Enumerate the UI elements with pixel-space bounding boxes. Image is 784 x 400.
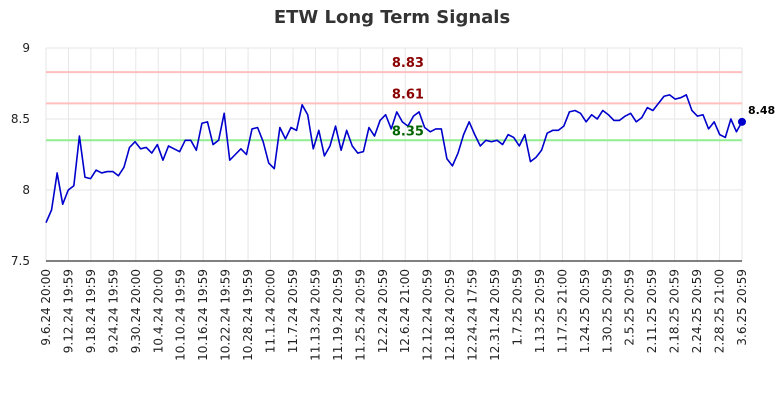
x-tick-label: 1.7.25 20:59 [510, 269, 524, 346]
price-series-line [45, 94, 743, 223]
x-tick-label: 12.2.24 20:59 [376, 269, 390, 353]
x-tick-label: 9.12.24 19:59 [61, 269, 75, 353]
x-tick-label: 10.10.24 19:59 [174, 269, 188, 361]
x-tick-label: 10.28.24 19:59 [241, 269, 255, 361]
x-tick-label: 3.6.25 20:59 [735, 269, 749, 346]
x-tick-label: 11.19.24 20:59 [331, 269, 345, 361]
x-tick-label: 9.24.24 19:59 [106, 269, 120, 353]
x-tick-label: 12.18.24 20:59 [443, 269, 457, 361]
x-tick-label: 2.11.25 20:59 [645, 269, 659, 353]
x-tick-label: 12.12.24 20:59 [421, 269, 435, 361]
last-point-marker [738, 117, 746, 126]
y-tick-label: 8.5 [11, 112, 30, 126]
x-tick-label: 10.22.24 19:59 [219, 269, 233, 361]
x-tick-label: 11.13.24 20:59 [308, 269, 322, 361]
reference-label: 8.83 [392, 56, 424, 71]
x-tick-label: 1.13.25 20:59 [533, 269, 547, 353]
reference-label: 8.61 [392, 87, 424, 102]
chart-title: ETW Long Term Signals [273, 7, 511, 28]
last-value-label: 8.48 [748, 104, 775, 117]
x-tick-label: 1.30.25 20:59 [600, 269, 614, 353]
x-tick-label: 12.31.24 20:59 [488, 269, 502, 361]
x-tick-label: 11.1.24 20:00 [264, 269, 278, 353]
x-tick-label: 9.18.24 19:59 [84, 269, 98, 353]
x-tick-label: 10.16.24 19:59 [196, 269, 210, 361]
x-tick-label: 12.6.24 21:00 [398, 269, 412, 353]
x-tick-label: 2.18.25 20:59 [668, 269, 682, 353]
y-tick-label: 9 [22, 41, 30, 55]
x-tick-label: 11.7.24 20:59 [286, 269, 300, 353]
x-tick-label: 1.24.25 20:59 [578, 269, 592, 353]
x-tick-label: 11.25.24 20:59 [353, 269, 367, 361]
x-tick-label: 10.4.24 20:00 [151, 269, 165, 353]
y-tick-label: 7.5 [11, 254, 30, 268]
x-tick-label: 1.17.25 21:00 [555, 269, 569, 353]
x-tick-label: 2.28.25 21:00 [713, 269, 727, 353]
x-tick-label: 9.30.24 20:00 [129, 269, 143, 353]
x-tick-label: 2.24.25 20:59 [690, 269, 704, 353]
x-tick-label: 12.24.24 17:59 [466, 269, 480, 361]
reference-label: 8.35 [392, 124, 424, 139]
y-tick-label: 8 [22, 183, 30, 197]
x-tick-label: 9.6.24 20:00 [39, 269, 53, 346]
x-tick-label: 2.5.25 20:59 [623, 269, 637, 346]
